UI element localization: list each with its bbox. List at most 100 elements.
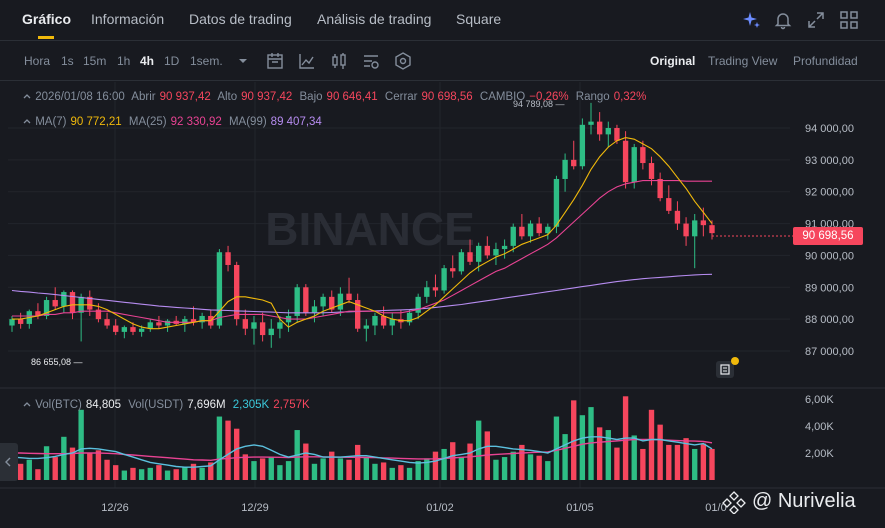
tab-datos-trading[interactable]: Datos de trading xyxy=(189,11,292,27)
volume-bar xyxy=(87,453,93,480)
view-trading-view[interactable]: Trading View xyxy=(708,54,778,68)
volume-bar xyxy=(182,466,188,480)
ma7-value: 90 772,21 xyxy=(70,116,122,128)
interval-1s[interactable]: 1s xyxy=(61,54,74,68)
interval-hora[interactable]: Hora xyxy=(24,54,51,68)
note-icon[interactable] xyxy=(714,356,740,380)
watermark: BINANCE xyxy=(265,203,475,255)
candle-body xyxy=(156,322,162,326)
interval-15m[interactable]: 15m xyxy=(83,54,107,68)
interval-4h[interactable]: 4h xyxy=(140,54,155,68)
candle-body xyxy=(277,322,283,329)
volume-bar xyxy=(242,454,249,480)
price-tick-label: 93 000,00 xyxy=(805,155,854,167)
candle-body xyxy=(432,287,439,291)
volume-bar xyxy=(389,467,395,480)
volume-bar xyxy=(631,435,637,480)
volume-bar xyxy=(78,409,84,480)
candle-body xyxy=(467,252,473,262)
candle-body xyxy=(311,306,318,313)
volume-bar xyxy=(493,459,499,480)
volume-bar xyxy=(501,457,508,480)
bell-icon[interactable] xyxy=(772,9,794,31)
volume-bar xyxy=(674,444,681,480)
dropdown-caret-icon[interactable] xyxy=(233,51,253,71)
view-profundidad[interactable]: Profundidad xyxy=(793,54,858,68)
candle-body xyxy=(571,159,577,167)
volume-bar xyxy=(43,446,50,480)
tab-grafico[interactable]: Gráfico xyxy=(22,11,72,27)
volume-ma-lines xyxy=(11,436,713,468)
candle-body xyxy=(657,178,663,199)
candle-body xyxy=(294,287,300,316)
grid-icon[interactable] xyxy=(838,9,860,31)
candle-body xyxy=(190,319,197,323)
brand-name: @ Nurivelia xyxy=(752,490,856,512)
ai-sparkle-icon[interactable] xyxy=(741,9,763,31)
tab-informacion[interactable]: Información xyxy=(91,11,165,27)
volume-bar xyxy=(234,428,240,480)
candle-body xyxy=(519,226,525,237)
view-original[interactable]: Original xyxy=(650,54,696,68)
tab-square[interactable]: Square xyxy=(456,11,502,27)
interval-1sem[interactable]: 1sem. xyxy=(190,54,223,68)
side-panel-handle[interactable] xyxy=(0,443,18,481)
volume-bar xyxy=(406,467,413,480)
interval-1d[interactable]: 1D xyxy=(164,54,180,68)
candle-body xyxy=(303,287,309,313)
volume-bar xyxy=(104,459,110,480)
candle-body xyxy=(130,327,136,332)
candle-body xyxy=(493,249,499,256)
vol-usdt-value: 7,696M xyxy=(187,399,226,411)
change-value: −0,26% xyxy=(529,91,569,103)
interval-1h[interactable]: 1h xyxy=(117,54,131,68)
volume-bar xyxy=(596,427,603,480)
low-price-marker: 86 655,08 — xyxy=(31,357,83,367)
candle-body xyxy=(251,322,257,329)
candle-body xyxy=(363,325,369,329)
candle-body xyxy=(700,220,707,226)
volume-bar xyxy=(579,415,586,480)
low-marker-value: 86 655,08 xyxy=(31,357,72,367)
volume-bar xyxy=(363,457,369,480)
current-price-tag: 90 698,56 xyxy=(793,227,863,245)
high-price-marker: 94 789,08 — xyxy=(513,99,565,109)
candle-body xyxy=(579,124,586,167)
volume-bar xyxy=(95,450,102,480)
volume-bar xyxy=(545,461,551,480)
volume-ma-cyan-line xyxy=(11,436,713,468)
volume-bar xyxy=(562,434,568,480)
volume-bar xyxy=(329,451,335,480)
low-label: Bajo xyxy=(299,91,323,103)
ma99-value: 89 407,34 xyxy=(270,116,322,128)
volume-bar xyxy=(225,420,231,480)
calendar-icon[interactable] xyxy=(265,51,285,71)
volume-bar xyxy=(510,451,516,480)
volume-bar xyxy=(519,444,525,480)
collapse-chevron-icon[interactable] xyxy=(22,117,32,127)
chart-settings-icon[interactable] xyxy=(361,51,381,71)
expand-icon[interactable] xyxy=(805,9,827,31)
range-value: 0,32% xyxy=(613,91,647,103)
volume-bar xyxy=(709,448,715,480)
volume-tick-label: 2,00K xyxy=(805,448,834,460)
candle-body xyxy=(329,296,335,310)
candle-body xyxy=(458,252,465,272)
candle-body xyxy=(389,319,395,326)
collapse-chevron-icon[interactable] xyxy=(22,400,32,410)
volume-bar xyxy=(700,443,707,480)
price-tick-label: 87 000,00 xyxy=(805,346,854,358)
candle-type-icon[interactable] xyxy=(329,51,349,71)
candle-body xyxy=(605,128,611,135)
tab-analisis-trading[interactable]: Análisis de trading xyxy=(317,11,432,27)
high-label: Alto xyxy=(217,91,238,103)
candle-body xyxy=(536,223,542,234)
candle-body xyxy=(510,226,516,246)
indicator-icon[interactable] xyxy=(297,51,317,71)
collapse-chevron-icon[interactable] xyxy=(22,92,32,102)
ma25-value: 92 330,92 xyxy=(170,116,222,128)
volume-bar xyxy=(380,462,387,480)
volume-bar xyxy=(147,467,153,480)
hexagon-settings-icon[interactable] xyxy=(393,51,413,71)
